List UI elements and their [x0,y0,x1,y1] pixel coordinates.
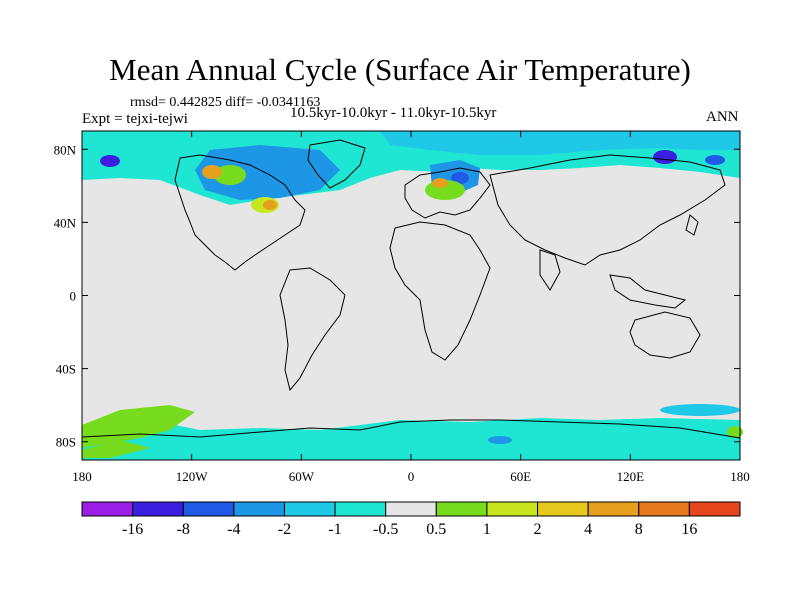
colorbar-label: -16 [122,521,143,538]
canada-warm-green [214,165,246,185]
colorbar-label: 8 [635,521,643,538]
stats-text: rmsd= 0.442825 diff= -0.0341163 [130,95,321,110]
colorbar-swatch [688,501,741,517]
colorbar-swatch [182,501,235,517]
chart-title: Mean Annual Cycle (Surface Air Temperatu… [109,52,691,87]
colorbar-label: 2 [534,521,542,538]
anomaly-patches [82,131,743,460]
period-label: 10.5kyr-10.0kyr - 11.0kyr-10.5kyr [290,105,497,121]
antarctic-anomaly-green [82,405,195,448]
hudson-warm-orange [263,200,277,210]
colorbar-label: -1 [328,521,341,538]
colorbar-label: 1 [483,521,491,538]
antarctic-anomaly-cyan [82,418,740,460]
scandinavia-warm-orange [432,178,448,188]
antarctic-anomaly-green2 [82,440,150,458]
colorbar-label: 4 [584,521,592,538]
lat-tick-label: 40S [56,362,76,377]
colorbar [81,501,741,517]
experiment-label: Expt = tejxi-tejwi [82,111,188,127]
antarctic-anomaly-green3 [727,426,743,438]
canada-warm-orange [202,165,222,179]
colorbar-swatch [132,501,184,517]
antarctic-anomaly-lightblue [660,404,740,416]
colorbar-swatch [81,501,134,517]
lon-tick-label: 60W [289,469,315,484]
colorbar-label: -8 [177,521,190,538]
colorbar-swatch [486,501,539,517]
antarctic-anomaly-blue [488,436,512,444]
lon-tick-label: 120E [617,469,645,484]
colorbar-label: 0.5 [426,521,446,538]
colorbar-swatch [638,501,690,517]
season-label: ANN [706,109,739,125]
colorbar-swatch [587,501,640,517]
scandinavia-deep [451,172,469,184]
colorbar-label: 16 [681,521,697,538]
colorbar-swatch [385,501,437,517]
lat-tick-label: 80S [56,435,76,450]
longitude-ticks: 180 120W 60W 0 60E 120E 180 [72,131,750,484]
lon-tick-label: 60E [510,469,531,484]
colorbar-labels: -16 -8 -4 -2 -1 -0.5 0.5 1 2 4 8 16 [122,521,697,538]
lon-tick-label: 180 [730,469,750,484]
latitude-ticks: 80N 40N 0 40S 80S [54,142,740,450]
colorbar-label: -2 [278,521,291,538]
colorbar-swatch [334,501,387,517]
lon-tick-label: 0 [408,469,415,484]
lat-tick-label: 80N [54,142,77,157]
arctic-anomaly-light [380,131,740,155]
lat-tick-label: 40N [54,215,77,230]
lon-tick-label: 120W [176,469,209,484]
colorbar-swatch [283,501,336,517]
coastlines [81,139,741,439]
lat-tick-label: 0 [70,289,77,304]
greenland-anomaly-deep [100,155,120,167]
lon-tick-label: 180 [72,469,92,484]
colorbar-swatch [435,501,488,517]
siberia-anomaly-deep [653,150,677,164]
colorbar-label: -4 [227,521,240,538]
arctic-anomaly-blue [195,145,340,200]
colorbar-label: -0.5 [373,521,398,538]
colorbar-swatch [233,501,285,517]
colorbar-swatch [537,501,589,517]
map-area [81,130,743,461]
siberia-anomaly-blue [705,155,725,165]
